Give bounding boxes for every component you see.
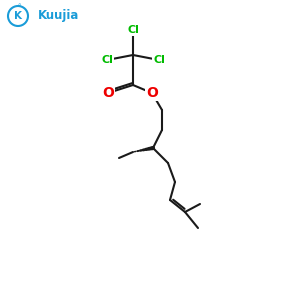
Text: Cl: Cl [127, 25, 139, 35]
Text: O: O [146, 86, 158, 100]
Text: O: O [102, 86, 114, 100]
Text: Cl: Cl [153, 55, 165, 65]
Text: K: K [14, 11, 22, 21]
Text: °: ° [17, 4, 21, 10]
Text: Cl: Cl [101, 55, 113, 65]
Text: Kuujia: Kuujia [38, 10, 80, 22]
